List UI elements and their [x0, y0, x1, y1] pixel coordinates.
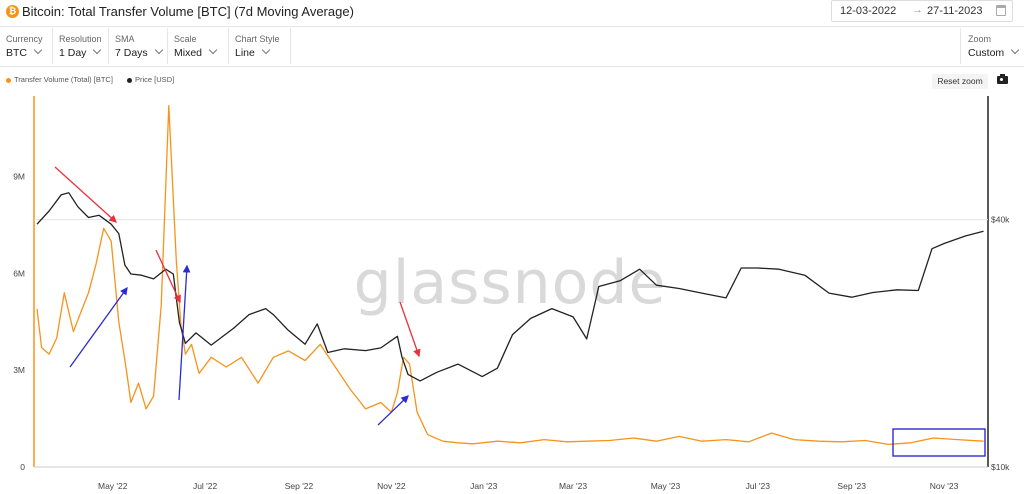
reset-zoom-button[interactable]: Reset zoom [932, 74, 988, 89]
legend-item-price[interactable]: Price [USD] [127, 75, 174, 84]
scale-value[interactable]: Mixed [174, 45, 228, 59]
highlight-box [892, 428, 986, 457]
sma-select[interactable]: SMA 7 Days [109, 28, 168, 64]
red-annotation-arrow [54, 166, 117, 223]
chart-style-select[interactable]: Chart Style Line [229, 28, 291, 64]
camera-icon[interactable] [997, 74, 1008, 84]
sma-value[interactable]: 7 Days [115, 45, 167, 59]
x-tick-label: Nov '23 [930, 481, 959, 491]
x-tick-label: Mar '23 [559, 481, 587, 491]
x-tick-label: Sep '23 [837, 481, 866, 491]
arrow-right-icon: → [912, 4, 923, 16]
y-left-tick-label: 0 [20, 462, 25, 472]
chart-style-value[interactable]: Line [235, 45, 290, 59]
resolution-select[interactable]: Resolution 1 Day [53, 28, 109, 64]
zoom-value[interactable]: Custom [968, 45, 1024, 59]
blue-annotation-arrow [178, 264, 191, 401]
y-left-tick-label: 9M [13, 172, 25, 182]
red-annotation-arrow [399, 301, 421, 358]
bitcoin-icon: ₿ [6, 5, 19, 18]
divider [0, 66, 1024, 67]
currency-value[interactable]: BTC [6, 45, 52, 59]
chart-controls: Currency BTC Resolution 1 Day SMA 7 Days… [0, 28, 1024, 66]
blue-annotation-arrow [69, 286, 128, 368]
chart-style-label: Chart Style [235, 34, 280, 44]
x-tick-label: May '23 [651, 481, 681, 491]
red-annotation-arrow [155, 249, 181, 304]
legend-dot [6, 77, 11, 83]
x-tick-label: Jul '23 [746, 481, 771, 491]
x-tick-label: May '22 [98, 481, 128, 491]
y-right-tick-label: $10k [991, 462, 1010, 472]
legend-item-volume[interactable]: Transfer Volume (Total) [BTC] [6, 75, 113, 84]
currency-select[interactable]: Currency BTC [0, 28, 53, 64]
resolution-value[interactable]: 1 Day [59, 45, 108, 59]
legend-dot [127, 77, 133, 83]
scale-select[interactable]: Scale Mixed [168, 28, 229, 64]
header-bar: ₿ Bitcoin: Total Transfer Volume [BTC] (… [0, 0, 1024, 24]
y-left-tick-label: 3M [13, 365, 25, 375]
sma-label: SMA [115, 34, 135, 44]
divider [0, 26, 1024, 27]
zoom-select[interactable]: Zoom Custom [960, 28, 1024, 64]
date-end-input[interactable]: 27-11-2023 [927, 5, 983, 17]
price-line [36, 192, 984, 382]
watermark: glassnode [354, 248, 667, 318]
calendar-icon[interactable] [996, 5, 1006, 16]
date-start-input[interactable]: 12-03-2022 [840, 5, 897, 17]
x-tick-label: Sep '22 [285, 481, 314, 491]
y-right-tick-label: $40k [991, 215, 1010, 225]
blue-annotation-arrow [377, 395, 409, 426]
chart-legend: Transfer Volume (Total) [BTC] Price [USD… [6, 75, 186, 84]
y-left-tick-label: 6M [13, 268, 25, 278]
x-tick-label: Jul '22 [193, 481, 218, 491]
x-tick-label: Nov '22 [377, 481, 406, 491]
date-range-picker[interactable]: 12-03-2022 → 27-11-2023 [831, 0, 1013, 22]
scale-label: Scale [174, 34, 197, 44]
legend-label: Transfer Volume (Total) [BTC] [14, 75, 113, 84]
page-title: Bitcoin: Total Transfer Volume [BTC] (7d… [22, 4, 354, 19]
resolution-label: Resolution [59, 34, 102, 44]
zoom-label: Zoom [968, 34, 992, 44]
x-tick-label: Jan '23 [470, 481, 497, 491]
transfer-volume-line [36, 105, 984, 446]
legend-label: Price [USD] [135, 75, 175, 84]
currency-label: Currency [6, 34, 43, 44]
